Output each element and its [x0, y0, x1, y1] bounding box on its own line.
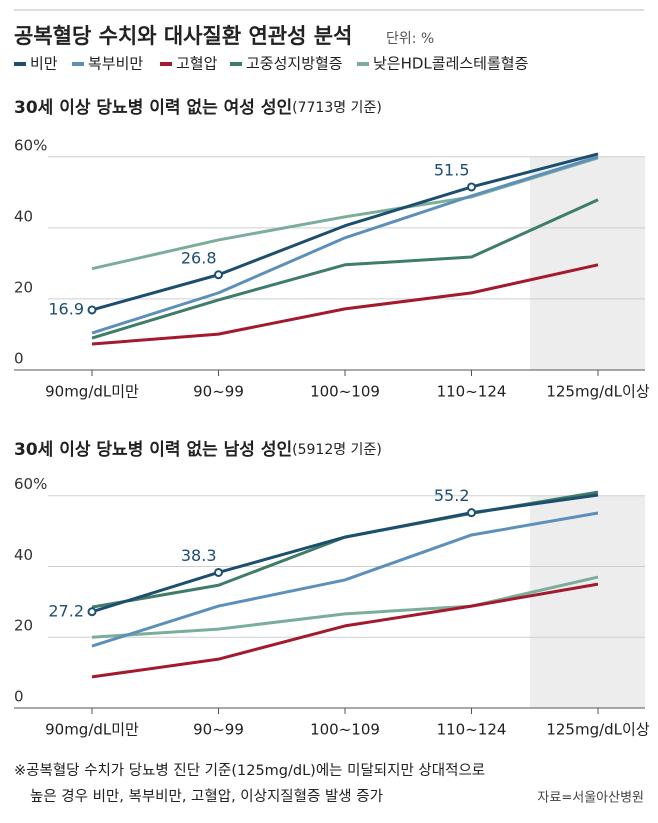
legend-label: 고중성지방혈증	[246, 55, 343, 73]
legend-label: 복부비만	[88, 55, 143, 73]
y-tick-label: 0	[14, 350, 24, 368]
data-point	[467, 182, 476, 192]
legend-label: 고혈압	[176, 55, 218, 73]
x-tick-label: 110~124	[437, 383, 507, 401]
series-line	[91, 511, 599, 648]
x-tick-label: 90~99	[193, 383, 244, 401]
x-tick-label: 90mg/dL미만	[45, 721, 139, 739]
series-line	[91, 493, 599, 614]
series-line	[91, 263, 599, 346]
y-tick-label: 20	[14, 617, 33, 635]
data-label: 55.2	[434, 486, 470, 505]
series-line	[91, 198, 599, 340]
data-label: 26.8	[181, 248, 217, 267]
series-line	[91, 575, 599, 639]
data-label: 16.9	[48, 299, 84, 318]
y-tick-label: 20	[14, 278, 33, 296]
unit: 단위: %	[386, 31, 434, 47]
subtitle-main: 30세 이상 당뇨병 이력 없는 여성 성인	[14, 98, 292, 118]
y-tick-label: 40	[14, 207, 33, 225]
y-tick-label: 60%	[14, 136, 47, 154]
x-tick-label: 90~99	[193, 721, 244, 739]
legend-label: 비만	[30, 55, 58, 73]
highlight-band	[530, 495, 645, 708]
series-line	[91, 490, 599, 609]
y-tick-label: 40	[14, 546, 33, 564]
data-label: 27.2	[48, 601, 84, 620]
x-tick-label: 90mg/dL미만	[45, 383, 139, 401]
series-line	[91, 152, 599, 312]
subtitle-note: (5912명 기준)	[292, 442, 382, 458]
subtitle: 30세 이상 당뇨병 이력 없는 여성 성인(7713명 기준)	[14, 98, 382, 118]
subtitle: 30세 이상 당뇨병 이력 없는 남성 성인(5912명 기준)	[14, 440, 382, 460]
x-tick-label: 110~124	[437, 721, 507, 739]
x-tick-label: 100~109	[310, 721, 380, 739]
legend: 비만 복부비만 고혈압 고중성지방혈증 낮은HDL콜레스테롤혈증	[14, 55, 528, 73]
series-line	[91, 155, 599, 335]
x-tick-label: 125mg/dL이상	[546, 721, 649, 739]
footnote: 높은 경우 비만, 복부비만, 고혈압, 이상지질혈증 발생 증가	[30, 788, 383, 805]
y-tick-label: 60%	[14, 475, 47, 493]
subtitle-main: 30세 이상 당뇨병 이력 없는 남성 성인	[14, 440, 292, 460]
data-point	[467, 508, 476, 518]
data-point	[214, 270, 223, 280]
highlight-band	[530, 156, 645, 370]
data-point	[87, 305, 97, 315]
footnote: ※공복혈당 수치가 당뇨병 진단 기준(125mg/dL)에는 미달되지만 상대…	[14, 762, 485, 779]
data-label: 51.5	[434, 160, 470, 179]
source: 자료=서울아산병원	[537, 791, 644, 806]
subtitle-note: (7713명 기준)	[292, 100, 382, 116]
legend-label: 낮은HDL콜레스테롤혈증	[373, 55, 528, 73]
data-label: 38.3	[181, 546, 217, 565]
x-tick-label: 100~109	[310, 383, 380, 401]
x-tick-label: 125mg/dL이상	[546, 383, 649, 401]
y-tick-label: 0	[14, 688, 24, 706]
series-line	[91, 582, 599, 679]
data-point	[214, 567, 223, 577]
title: 공복혈당 수치와 대사질환 연관성 분석	[14, 24, 352, 48]
data-point	[87, 607, 97, 617]
